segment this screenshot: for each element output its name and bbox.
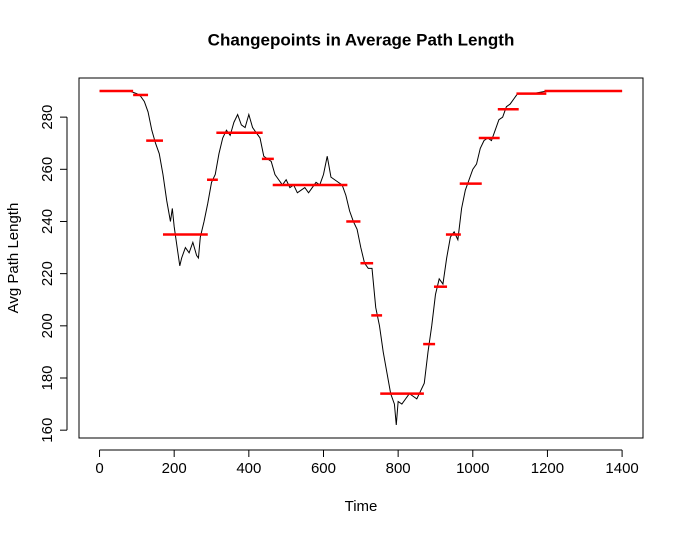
x-tick-label: 1000 (456, 460, 489, 477)
chart-title: Changepoints in Average Path Length (208, 30, 515, 49)
x-tick-label: 600 (311, 460, 336, 477)
x-tick-label: 800 (386, 460, 411, 477)
y-tick-label: 220 (39, 261, 56, 286)
x-axis-label: Time (345, 498, 378, 515)
x-tick-label: 1200 (531, 460, 564, 477)
x-tick-label: 200 (162, 460, 187, 477)
plot-box (78, 77, 644, 439)
y-tick-label: 160 (39, 418, 56, 443)
x-tick-label: 1400 (605, 460, 638, 477)
data-line (99, 90, 623, 426)
y-axis-label: Avg Path Length (5, 203, 22, 314)
y-tick-label: 200 (39, 313, 56, 338)
y-tick-label: 280 (39, 105, 56, 130)
y-tick-label: 260 (39, 157, 56, 182)
x-tick-label: 400 (236, 460, 261, 477)
y-tick-label: 240 (39, 209, 56, 234)
y-tick-label: 180 (39, 365, 56, 390)
x-tick-label: 0 (95, 460, 103, 477)
